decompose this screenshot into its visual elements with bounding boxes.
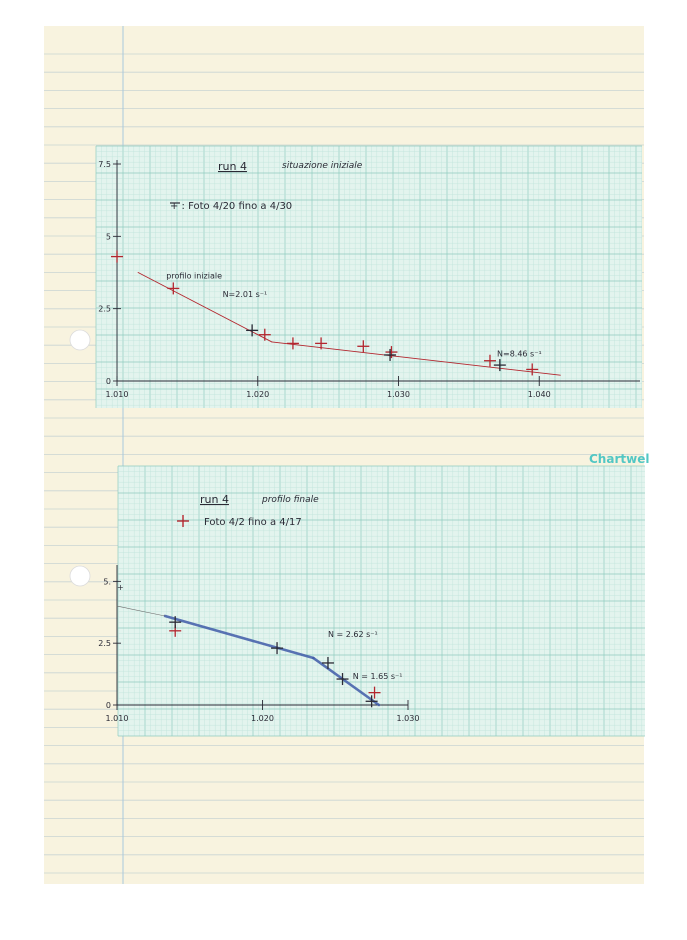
data-point (493, 359, 506, 372)
x-tick-label: 1.030 (397, 714, 420, 723)
data-point (368, 686, 381, 699)
data-point (483, 354, 496, 367)
y-tick-label: 0 (106, 701, 111, 710)
x-tick-label: 1.020 (246, 390, 269, 399)
graph-paper (96, 146, 642, 408)
chart-initial-profile: 1.010 1.020 1.030 1.040 0 2.5 5 7.5 run 4 situa… (95, 145, 642, 408)
fit-label: N=2.01 s⁻¹ (223, 290, 268, 299)
data-point (169, 616, 182, 629)
data-point (365, 695, 378, 708)
data-point (286, 337, 299, 350)
fit-line (163, 614, 315, 660)
data-point (526, 363, 539, 376)
x-tick-label: 1.040 (528, 390, 551, 399)
chart1-title: run 4 (218, 160, 247, 173)
brand-label: Chartwel (589, 452, 649, 466)
data-point (167, 282, 180, 295)
punch-hole (69, 565, 91, 587)
data-point (357, 340, 370, 353)
data-point (315, 337, 328, 350)
data-point (336, 673, 349, 686)
x-tick-label: 1.010 (106, 390, 129, 399)
chart2-marks: N = 2.62 s⁻¹ N = 1.65 s⁻¹ + (116, 515, 403, 708)
x-tick-label: 1.030 (387, 390, 410, 399)
chart2-legend: Foto 4/2 fino a 4/17 (204, 517, 302, 528)
x-tick-label: 1.010 (106, 714, 129, 723)
fit-line (312, 656, 381, 707)
fit-label: N = 2.62 s⁻¹ (328, 630, 378, 639)
y-tick-label: 7.5 (98, 160, 111, 169)
chart2-title: run 4 (200, 493, 229, 506)
chart-final-profile: 1.010 1.020 1.030 0 2.5 5. run 4 profilo fina… (98, 465, 645, 737)
y-tick-label: 0 (106, 377, 111, 386)
annotation: profilo iniziale (166, 271, 222, 280)
chart2-subtitle: profilo finale (261, 495, 319, 505)
fit-line (271, 341, 561, 376)
fit-line (116, 605, 166, 617)
data-point (246, 324, 259, 337)
chart1-grid (95, 145, 642, 408)
chart1-legend: + : Foto 4/20 fino a 4/30 (170, 201, 292, 212)
annotation: + (117, 583, 124, 592)
y-tick-label: 2.5 (98, 639, 111, 648)
data-point (271, 642, 284, 655)
fit-label: N=8.46 s⁻¹ (497, 349, 542, 358)
y-tick-label: 5 (106, 232, 111, 241)
chart1-subtitle: situazione iniziale (282, 161, 363, 171)
y-tick-label: 2.5 (98, 305, 111, 314)
data-point (111, 250, 123, 263)
data-point (385, 346, 398, 359)
data-point (321, 656, 334, 669)
y-tick-label: 5. (103, 577, 111, 586)
chart2-ticks: 1.010 1.020 1.030 0 2.5 5. (98, 565, 419, 723)
x-tick-label: 1.020 (251, 714, 274, 723)
data-point (384, 348, 397, 361)
fit-label: N = 1.65 s⁻¹ (353, 672, 403, 681)
chart1-ticks: 1.010 1.020 1.030 1.040 0 2.5 5 7.5 (98, 160, 640, 399)
chart1-marks: N=2.01 s⁻¹ N=8.46 s⁻¹ profilo iniziale (111, 202, 561, 376)
chart2-grid (117, 465, 645, 737)
punch-hole (69, 329, 91, 351)
data-point (258, 328, 271, 341)
